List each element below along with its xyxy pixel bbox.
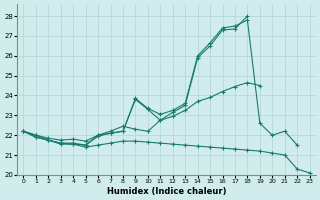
X-axis label: Humidex (Indice chaleur): Humidex (Indice chaleur) <box>107 187 226 196</box>
